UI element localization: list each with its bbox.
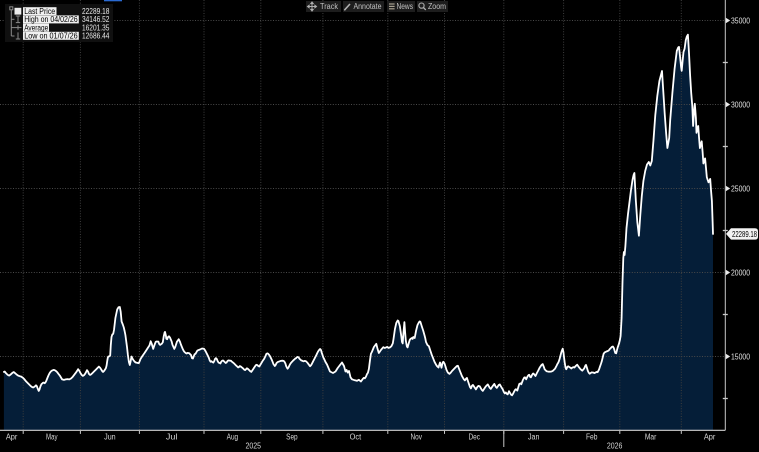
svg-text:News: News: [397, 2, 414, 11]
svg-text:20000: 20000: [731, 268, 750, 278]
svg-text:Track: Track: [320, 2, 338, 11]
svg-text:Apr: Apr: [6, 433, 18, 442]
svg-text:Jan: Jan: [528, 433, 540, 442]
svg-text:Feb: Feb: [586, 433, 598, 442]
svg-text:Average: Average: [24, 23, 48, 32]
svg-text:Annotate: Annotate: [354, 2, 382, 11]
svg-text:34146.52: 34146.52: [82, 14, 110, 24]
svg-text:Oct: Oct: [350, 433, 362, 442]
svg-text:Last Price: Last Price: [24, 7, 55, 16]
svg-text:High on 04/02/26: High on 04/02/26: [24, 15, 78, 24]
svg-text:Apr: Apr: [704, 433, 716, 442]
svg-text:Jul: Jul: [166, 433, 178, 442]
svg-text:Sep: Sep: [286, 433, 298, 442]
svg-text:30000: 30000: [731, 100, 750, 110]
svg-text:22289.18: 22289.18: [732, 229, 757, 239]
svg-text:Mar: Mar: [645, 433, 657, 442]
svg-text:15000: 15000: [731, 352, 750, 362]
svg-text:Dec: Dec: [468, 433, 480, 442]
svg-text:12686.44: 12686.44: [82, 31, 110, 41]
svg-text:2025: 2025: [245, 442, 261, 451]
svg-text:25000: 25000: [731, 184, 750, 194]
svg-text:Nov: Nov: [410, 433, 422, 442]
svg-text:Aug: Aug: [227, 433, 239, 442]
svg-text:35000: 35000: [731, 16, 750, 26]
svg-text:Low on 01/07/26: Low on 01/07/26: [24, 32, 78, 41]
svg-text:16201.35: 16201.35: [82, 22, 110, 32]
svg-text:22289.18: 22289.18: [82, 6, 110, 16]
svg-text:Zoom: Zoom: [428, 2, 446, 11]
svg-text:May: May: [46, 433, 58, 442]
svg-text:Jun: Jun: [104, 433, 116, 442]
svg-text:2026: 2026: [607, 442, 623, 451]
